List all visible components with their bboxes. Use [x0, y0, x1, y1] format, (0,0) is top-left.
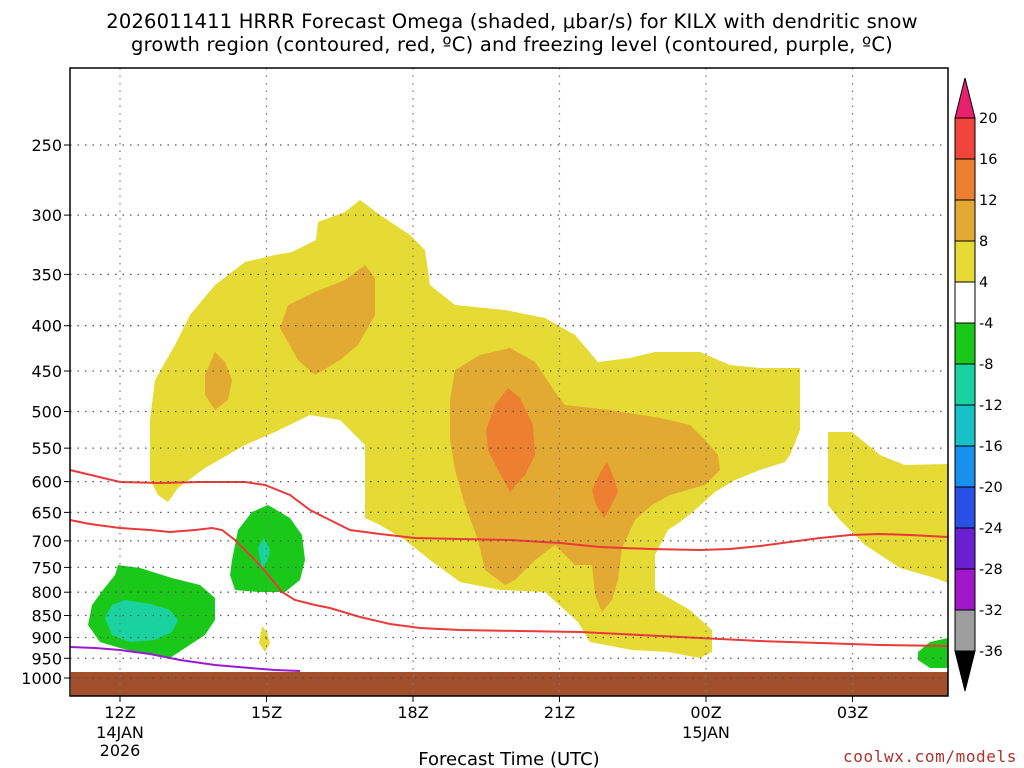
x-tick-label: 12Z — [104, 703, 135, 722]
colorbar-label: -4 — [979, 316, 993, 332]
colorbar-label: -12 — [979, 398, 1003, 414]
y-tick-label: 1000 — [21, 669, 62, 688]
colorbar-bottom-arrow — [954, 650, 976, 692]
x-tick-date-label: 14JAN — [96, 723, 144, 742]
y-tick-label: 800 — [31, 583, 62, 602]
chart-title-line-1: 2026011411 HRRR Forecast Omega (shaded, … — [106, 10, 918, 33]
y-tick-label: 700 — [31, 532, 62, 551]
colorbar: 20 16 12 8 4 -4 -8 -12 -16 -20 -24 -28 -32 -36 — [954, 77, 1003, 692]
x-tick-label: 15Z — [251, 703, 282, 722]
x-axis-label: Forecast Time (UTC) — [418, 749, 599, 768]
omega-shading — [88, 200, 948, 668]
omega-shade-4-8-small — [259, 626, 270, 652]
colorbar-label: 20 — [979, 111, 997, 127]
colorbar-label: 12 — [979, 193, 997, 209]
colorbar-label: 16 — [979, 152, 997, 168]
y-tick-label: 550 — [31, 439, 62, 458]
chart-title-line-2: growth region (contoured, red, ºC) and f… — [131, 33, 893, 56]
colorbar-label: -32 — [979, 603, 1003, 619]
y-tick-label: 350 — [31, 265, 62, 284]
omega-shade-neg8-neg12-west — [105, 600, 178, 642]
colorbar-segment — [954, 322, 976, 365]
plot-frame — [69, 67, 949, 697]
colorbar-segment — [954, 281, 976, 324]
omega-shade-8-12-upper — [280, 265, 375, 375]
y-tick-label: 750 — [31, 558, 62, 577]
colorbar-label: -28 — [979, 562, 1003, 578]
y-tick-label: 250 — [31, 136, 62, 155]
x-tick-year-label: 2026 — [100, 741, 141, 760]
omega-shade-4-8-east — [828, 432, 948, 583]
y-tick-label: 300 — [31, 206, 62, 225]
colorbar-label: -20 — [979, 480, 1003, 496]
y-tick-label: 650 — [31, 503, 62, 522]
colorbar-segment — [954, 609, 976, 652]
x-tick-label: 21Z — [544, 703, 575, 722]
omega-shade-8-12-small — [205, 352, 232, 410]
x-tick-label: 18Z — [397, 703, 428, 722]
colorbar-segment — [954, 199, 976, 242]
omega-shade-12-16-a — [486, 388, 535, 492]
colorbar-segment — [954, 445, 976, 488]
omega-shade-12-16-b — [592, 462, 618, 518]
x-tick-label: 00Z — [690, 703, 721, 722]
colorbar-label: -16 — [979, 439, 1003, 455]
ground-terrain — [71, 672, 948, 696]
colorbar-segment — [954, 486, 976, 529]
y-tick-label: 600 — [31, 473, 62, 492]
omega-shade-neg8-neg12-mid — [258, 538, 270, 568]
colorbar-label: 4 — [979, 275, 988, 291]
y-tick-label: 500 — [31, 403, 62, 422]
colorbar-label: -8 — [979, 357, 993, 373]
colorbar-top-arrow — [954, 77, 976, 119]
colorbar-label: -24 — [979, 521, 1003, 537]
y-tick-label: 900 — [31, 628, 62, 647]
colorbar-segment — [954, 568, 976, 611]
colorbar-segment — [954, 404, 976, 447]
colorbar-segment — [954, 158, 976, 201]
y-axis: 250 300 350 400 450 500 550 600 650 700 750 800 850 9… — [21, 136, 70, 688]
y-tick-label: 400 — [31, 317, 62, 336]
omega-shade-neg4-neg8-east — [918, 638, 948, 668]
colorbar-label: 8 — [979, 234, 988, 250]
dgz-lower-contour — [69, 519, 949, 647]
x-tick-label: 03Z — [837, 703, 868, 722]
y-tick-label: 450 — [31, 362, 62, 381]
colorbar-segment — [954, 527, 976, 570]
colorbar-segment — [954, 117, 976, 160]
x-tick-date-label: 15JAN — [682, 723, 730, 742]
dgz-upper-contour — [69, 469, 949, 552]
y-tick-label: 850 — [31, 607, 62, 626]
colorbar-label: -36 — [979, 644, 1003, 660]
credit-text: coolwx.com/models — [843, 747, 1017, 766]
colorbar-segment — [954, 240, 976, 283]
y-tick-label: 950 — [31, 649, 62, 668]
colorbar-segment — [954, 363, 976, 406]
